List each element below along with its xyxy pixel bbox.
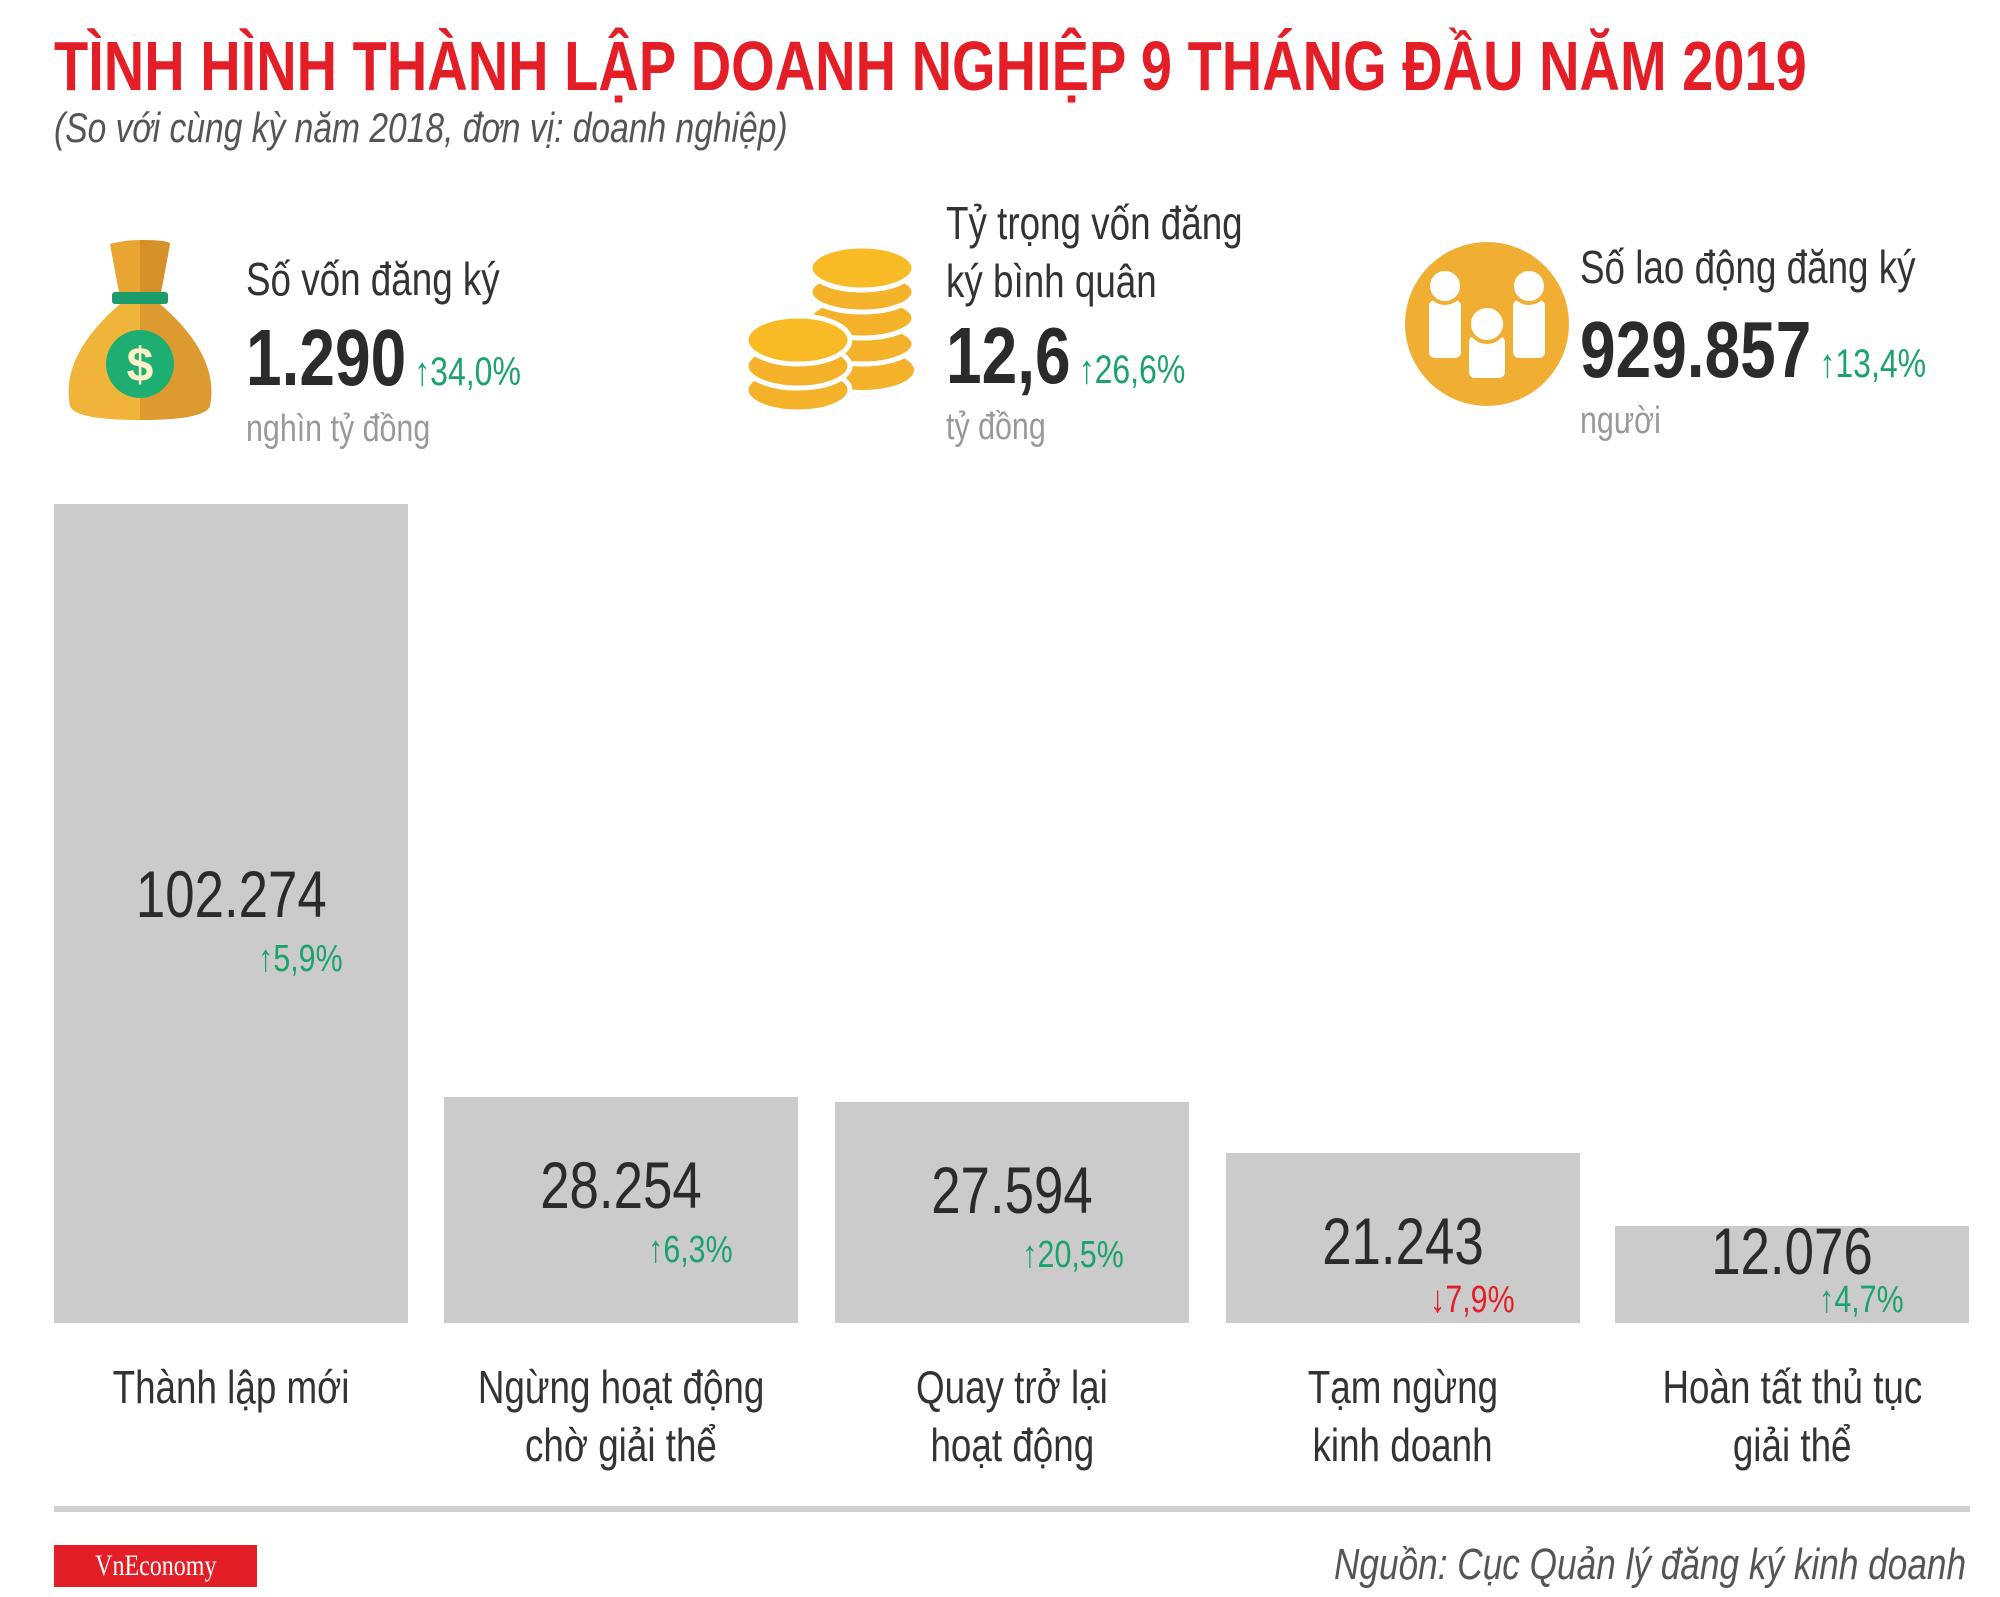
bar (1615, 1226, 1969, 1323)
svg-text:$: $ (127, 339, 154, 392)
arrow-up-icon: ↑ (1078, 348, 1095, 392)
bar-value-label: 27.594 (931, 1153, 1093, 1228)
kpi-capital: Số vốn đăng ký 1.290 ↑34,0% nghìn tỷ đồng (246, 253, 521, 450)
kpi-change: ↑26,6% (1078, 348, 1186, 392)
kpi-value: 929.857 (1580, 305, 1812, 394)
bar (835, 1102, 1189, 1323)
bar-change-label: ↓7,9% (1430, 1279, 1516, 1321)
bar-change-label: ↑6,3% (648, 1228, 734, 1271)
people-icon (1405, 242, 1569, 406)
money-bag-icon: $ (68, 240, 212, 420)
bar-value-label: 12.076 (1711, 1214, 1873, 1288)
page-subtitle: (So với cùng kỳ năm 2018, đơn vị: doanh … (54, 104, 788, 151)
bar-change-label: ↑20,5% (1022, 1234, 1124, 1277)
arrow-up-icon: ↑ (648, 1228, 664, 1271)
category-label: Ngừng hoạt động chờ giải thể (477, 1361, 765, 1471)
bar-value-label: 21.243 (1322, 1203, 1484, 1278)
bar (1226, 1152, 1580, 1323)
category-label: Thành lập mới (112, 1361, 350, 1413)
vneconomy-logo: VnEconomy (54, 1545, 257, 1587)
kpi-change: ↑34,0% (414, 350, 521, 394)
bar-chart: 102.274 ↑5,9% Thành lập mới 28.254 ↑6,3% Ngừn… (54, 504, 1969, 1471)
category-label: Tạm ngừng kinh doanh (1307, 1361, 1499, 1471)
arrow-up-icon: ↑ (1819, 342, 1836, 386)
bar-value-label: 102.274 (135, 856, 327, 931)
arrow-up-icon: ↑ (414, 350, 431, 394)
bar-change-label: ↑5,9% (258, 937, 344, 980)
coins-icon (744, 243, 917, 415)
category-label: Quay trở lại hoạt động (916, 1361, 1108, 1471)
arrow-up-icon: ↑ (1022, 1234, 1038, 1277)
arrow-up-icon: ↑ (258, 937, 274, 980)
arrow-up-icon: ↑ (1819, 1279, 1835, 1321)
kpi-workers: Số lao động đăng ký 929.857 ↑13,4% người (1580, 241, 1927, 442)
divider (54, 1506, 1970, 1512)
kpi-value: 1.290 (246, 313, 407, 402)
kpi-value: 12,6 (946, 311, 1071, 400)
kpi-change: ↑13,4% (1819, 342, 1927, 386)
arrow-down-icon: ↓ (1430, 1279, 1446, 1321)
bar-value-label: 28.254 (540, 1147, 702, 1222)
bar-change-label: ↑4,7% (1819, 1279, 1905, 1321)
category-label: Hoàn tất thủ tục giải thể (1662, 1361, 1922, 1471)
page-title: TÌNH HÌNH THÀNH LẬP DOANH NGHIỆP 9 THÁNG… (54, 27, 1807, 105)
source-note: Nguồn: Cục Quản lý đăng ký kinh doanh (1333, 1540, 1966, 1589)
bar (444, 1096, 798, 1323)
bar (54, 504, 408, 1323)
kpi-average-capital: Tỷ trọng vốn đăng ký bình quân 12,6 ↑26,6… (946, 197, 1243, 448)
